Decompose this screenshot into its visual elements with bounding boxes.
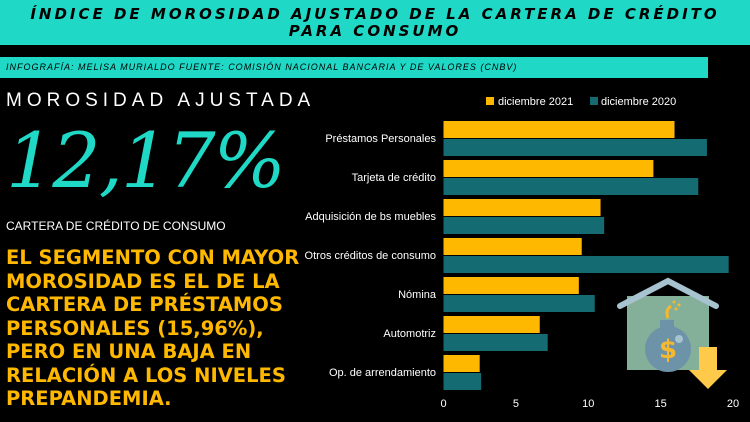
bar-2021 bbox=[443, 199, 601, 216]
page-title: ÍNDICE DE MOROSIDAD AJUSTADO DE LA CARTE… bbox=[0, 0, 750, 45]
category-label: Préstamos Personales bbox=[325, 133, 436, 145]
bar-2020 bbox=[443, 139, 707, 156]
kpi-label: MOROSIDAD AJUSTADA bbox=[6, 90, 316, 111]
x-tick-label: 10 bbox=[582, 398, 594, 410]
legend-label-2020: diciembre 2020 bbox=[601, 96, 676, 108]
legend-swatch-2020 bbox=[590, 97, 598, 105]
category-label: Nómina bbox=[398, 289, 437, 301]
legend: diciembre 2021 diciembre 2020 bbox=[486, 96, 676, 108]
category-label: Op. de arrendamiento bbox=[329, 367, 436, 379]
category-label: Otros créditos de consumo bbox=[305, 250, 436, 262]
bar-2021 bbox=[443, 316, 540, 333]
kpi-value: 12,17% bbox=[6, 116, 286, 205]
bar-2021 bbox=[443, 277, 579, 294]
x-tick-label: 15 bbox=[655, 398, 667, 410]
kpi-sublabel: CARTERA DE CRÉDITO DE CONSUMO bbox=[6, 219, 226, 233]
bar-2021 bbox=[443, 355, 480, 372]
x-tick-label: 20 bbox=[727, 398, 739, 410]
legend-swatch-2021 bbox=[486, 97, 494, 105]
svg-text:$: $ bbox=[659, 335, 677, 365]
credit-line: INFOGRAFÍA: MELISA MURIALDO FUENTE: COMI… bbox=[0, 57, 708, 78]
bar-2020 bbox=[443, 256, 729, 273]
house-bomb-dollar-down-arrow-icon: $ bbox=[617, 277, 727, 389]
category-label: Tarjeta de crédito bbox=[352, 172, 436, 184]
category-label: Automotriz bbox=[383, 328, 436, 340]
bar-2020 bbox=[443, 295, 595, 312]
legend-label-2021: diciembre 2021 bbox=[498, 96, 573, 108]
bar-2021 bbox=[443, 238, 582, 255]
bar-2020 bbox=[443, 373, 482, 390]
headline: EL SEGMENTO CON MAYOR MOROSIDAD ES EL DE… bbox=[6, 246, 300, 410]
bar-2020 bbox=[443, 178, 699, 195]
x-tick-label: 5 bbox=[513, 398, 519, 410]
category-label: Adquisición de bs muebles bbox=[305, 211, 436, 223]
bar-2021 bbox=[443, 121, 675, 138]
x-tick-label: 0 bbox=[440, 398, 446, 410]
bar-2020 bbox=[443, 217, 605, 234]
bar-2021 bbox=[443, 160, 654, 177]
bar-2020 bbox=[443, 334, 548, 351]
